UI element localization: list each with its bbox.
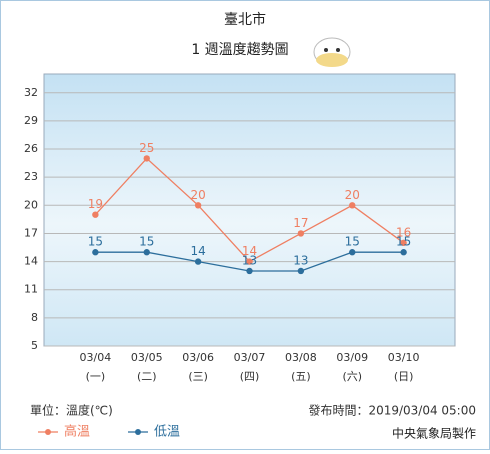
x-weekday-label: (一) xyxy=(86,370,106,383)
data-point xyxy=(194,258,202,265)
data-label: 15 xyxy=(396,235,411,249)
issued-time: 發布時間：2019/03/04 05:00 xyxy=(308,403,476,418)
x-tick-label: 03/06 xyxy=(182,351,214,364)
unit-note: 單位：溫度(℃) xyxy=(30,403,113,418)
x-tick-label: 03/04 xyxy=(80,351,112,364)
x-tick-label: 03/10 xyxy=(388,351,420,364)
data-point xyxy=(92,211,99,218)
x-tick-label: 03/05 xyxy=(131,351,163,364)
data-point xyxy=(92,249,99,256)
mascot xyxy=(313,37,351,67)
data-point xyxy=(194,202,202,209)
y-tick-label: 20 xyxy=(24,198,38,211)
y-tick-label: 8 xyxy=(31,311,38,324)
y-tick-label: 32 xyxy=(24,86,38,99)
legend-marker xyxy=(135,429,141,435)
data-label: 15 xyxy=(139,235,154,249)
legend-marker xyxy=(45,429,51,435)
data-label: 20 xyxy=(190,188,205,202)
x-weekday-label: (日) xyxy=(394,370,414,383)
data-label: 14 xyxy=(242,244,257,258)
y-tick-label: 26 xyxy=(24,142,38,155)
data-point xyxy=(400,239,407,247)
chart-subtitle: 1 週溫度趨勢圖 xyxy=(191,42,288,58)
y-tick-label: 11 xyxy=(24,283,38,296)
y-tick-label: 5 xyxy=(31,339,38,352)
x-weekday-label: (四) xyxy=(240,370,260,383)
legend-label: 高溫 xyxy=(64,424,90,440)
legend-label: 低溫 xyxy=(154,425,180,440)
x-tick-label: 03/09 xyxy=(336,351,368,364)
data-point xyxy=(246,258,253,265)
x-weekday-label: (二) xyxy=(137,370,157,383)
data-point xyxy=(400,249,407,256)
x-weekday-label: (三) xyxy=(188,370,208,383)
x-tick-label: 03/08 xyxy=(285,351,317,364)
data-label: 15 xyxy=(345,235,360,249)
chart-title: 臺北市 xyxy=(224,11,266,28)
data-point xyxy=(143,249,150,256)
data-label: 20 xyxy=(345,188,360,202)
data-label: 17 xyxy=(293,216,308,230)
data-label: 14 xyxy=(190,244,205,258)
data-point xyxy=(349,249,356,256)
x-weekday-label: (五) xyxy=(291,370,311,383)
data-point xyxy=(297,267,305,275)
credit: 中央氣象局製作 xyxy=(392,426,476,441)
data-label: 16 xyxy=(396,225,411,239)
data-label: 19 xyxy=(88,197,103,211)
data-label: 25 xyxy=(139,141,154,155)
data-point xyxy=(143,155,150,162)
plot-area xyxy=(43,73,456,347)
y-tick-label: 29 xyxy=(24,114,38,127)
y-tick-label: 14 xyxy=(24,255,38,268)
y-tick-label: 17 xyxy=(24,226,38,239)
x-weekday-label: (六) xyxy=(342,370,362,383)
x-tick-label: 03/07 xyxy=(234,351,266,364)
data-label: 13 xyxy=(242,253,257,267)
data-label: 13 xyxy=(293,253,308,267)
data-point xyxy=(349,202,356,209)
y-tick-label: 23 xyxy=(24,170,38,183)
data-label: 15 xyxy=(88,235,103,249)
data-point xyxy=(246,267,253,275)
data-point xyxy=(297,230,305,237)
